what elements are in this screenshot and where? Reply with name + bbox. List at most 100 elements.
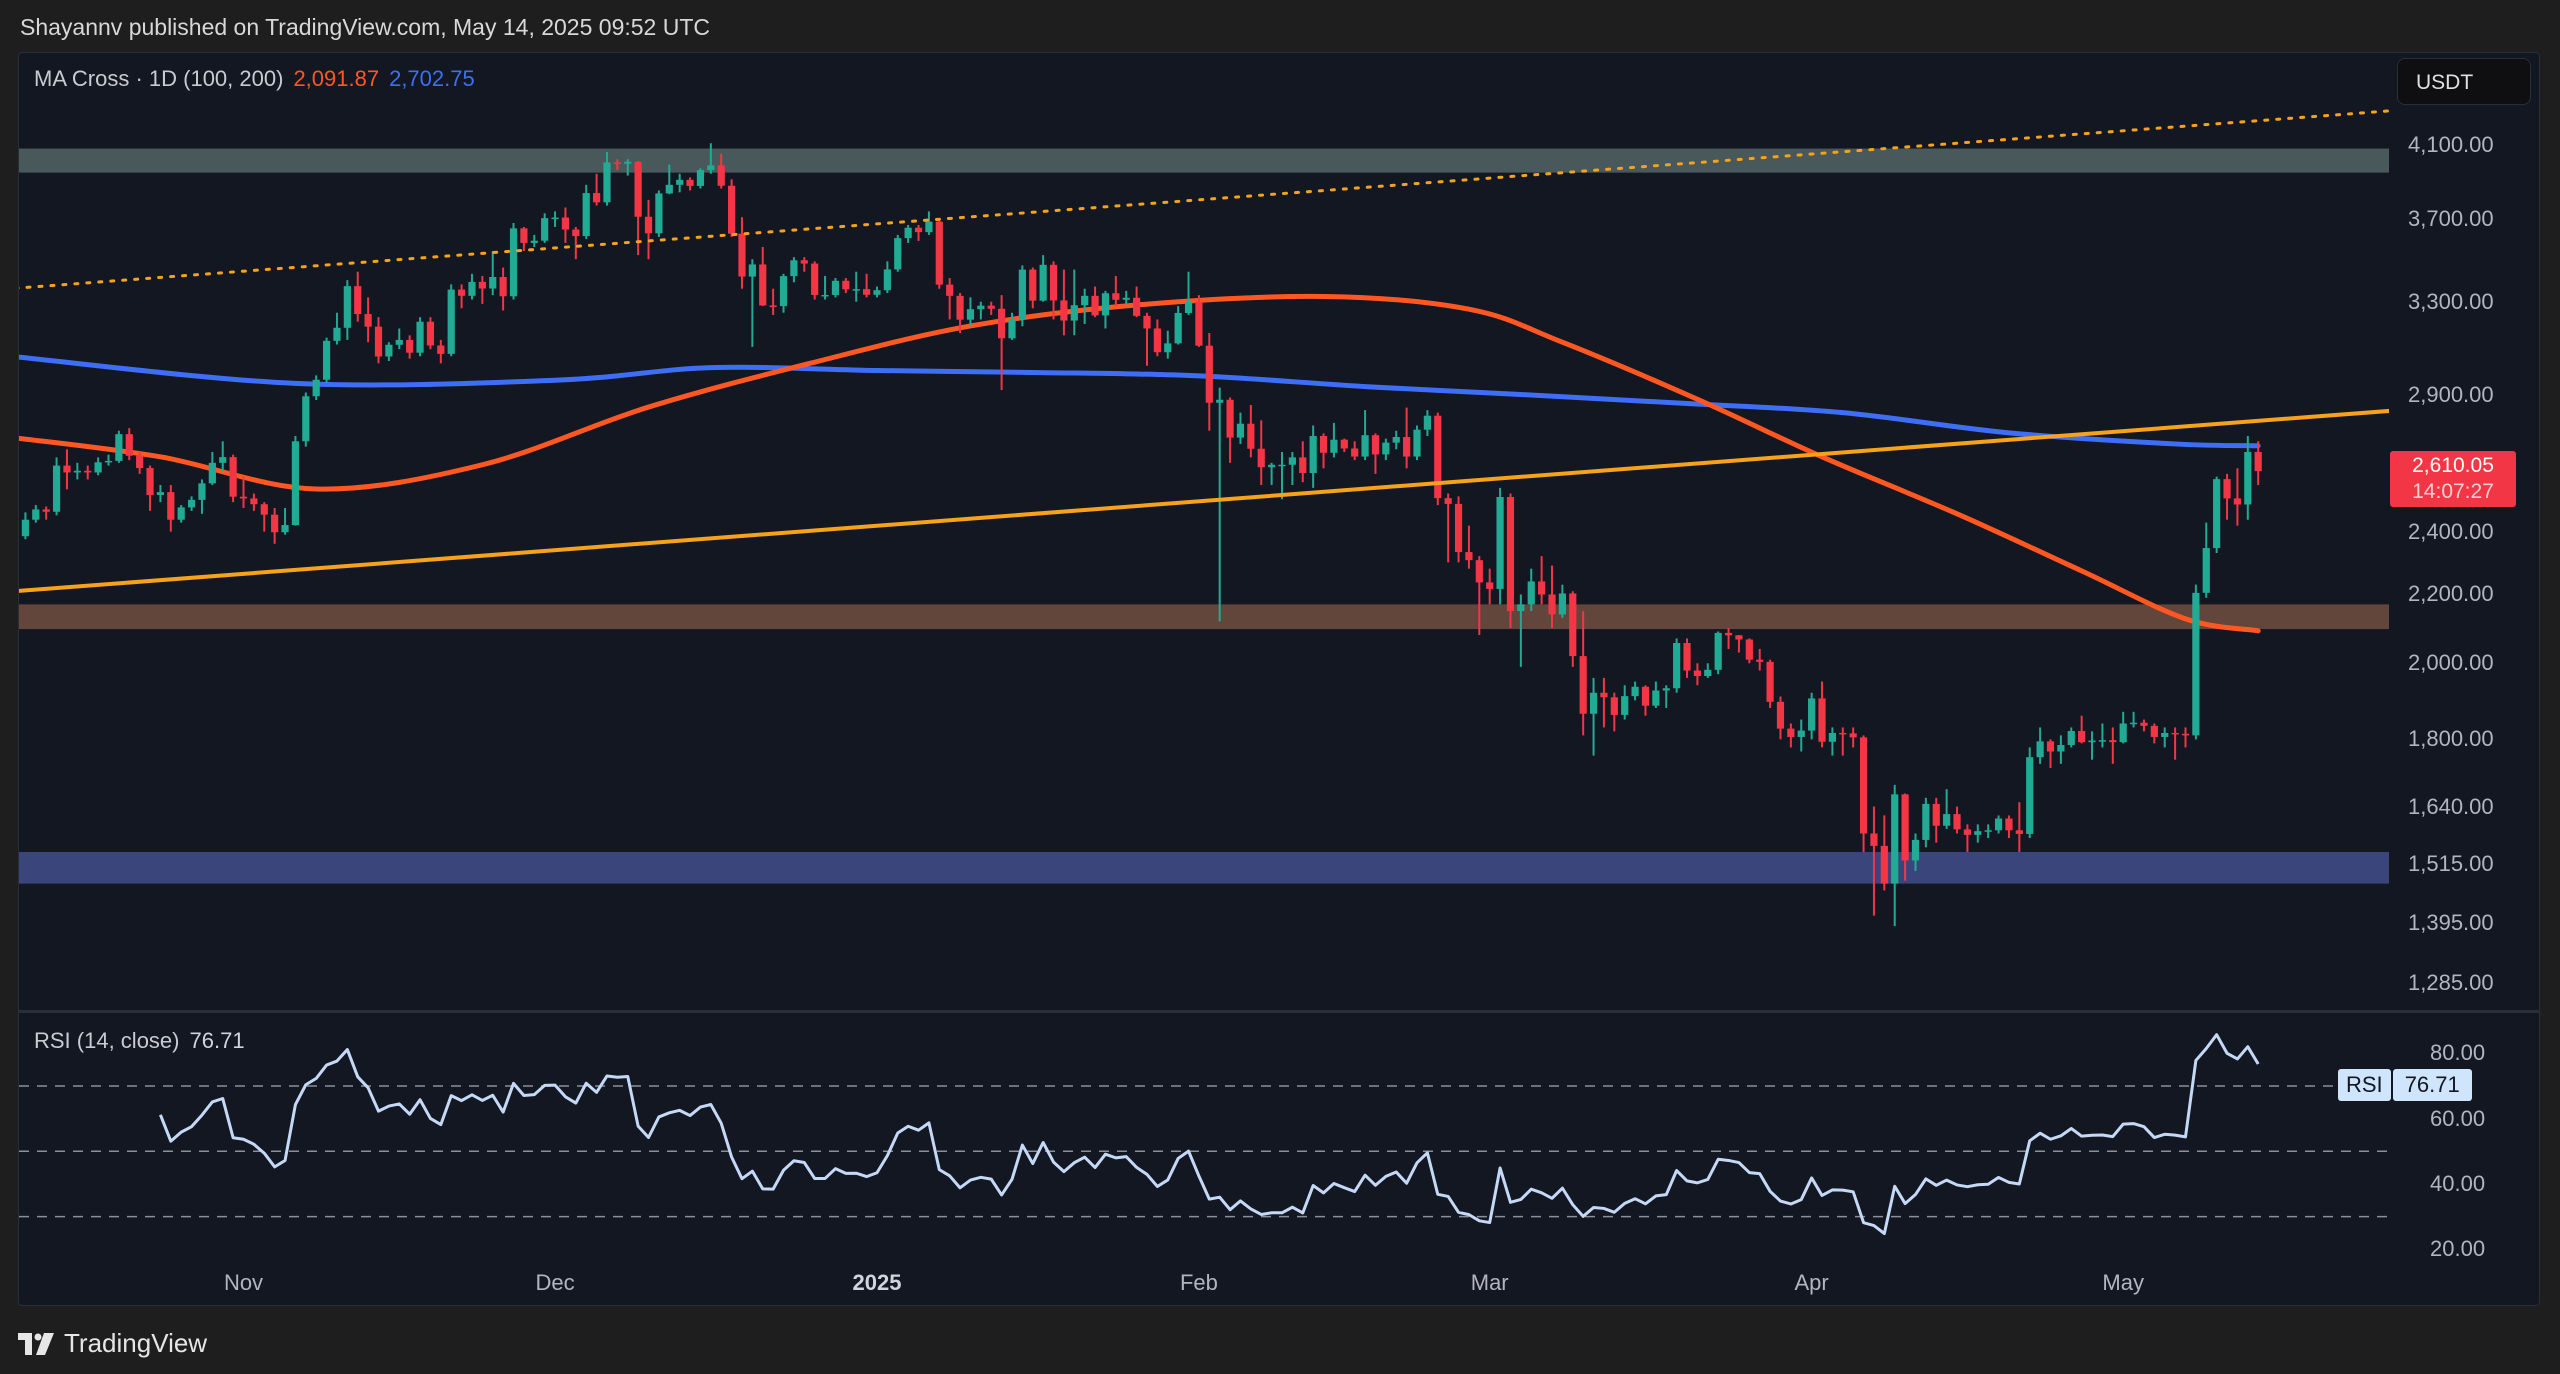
candle-body (1299, 457, 1307, 474)
candle (946, 278, 954, 320)
candle-body (1870, 833, 1878, 846)
candle (1382, 438, 1390, 461)
candle-body (1693, 670, 1701, 677)
candle (281, 507, 289, 535)
candle (437, 339, 445, 364)
candle-body (1859, 737, 1868, 834)
candle-body (343, 286, 351, 328)
candle-body (727, 185, 736, 234)
candle-body (156, 492, 165, 495)
candle (1808, 692, 1816, 740)
candle-body (437, 345, 445, 354)
candle-body (759, 264, 767, 306)
candle-body (572, 229, 580, 237)
candle-body (738, 233, 746, 277)
candle (1236, 412, 1245, 444)
candle-body (1506, 496, 1515, 612)
candle (198, 479, 206, 514)
candle (541, 213, 549, 243)
candle (603, 152, 611, 206)
candle (1070, 269, 1078, 336)
candle-body (1683, 642, 1691, 671)
candle-body (2254, 451, 2262, 472)
candle (2078, 715, 2086, 744)
candle-body (634, 161, 642, 217)
price-tick: 4,100.00 (2408, 132, 2494, 157)
candle (1143, 312, 1151, 366)
candle-body (1434, 415, 1442, 499)
candle-body (779, 276, 788, 307)
candle-body (655, 193, 663, 234)
candle (1538, 556, 1546, 605)
candle-body (1226, 399, 1234, 438)
candle (1195, 295, 1203, 347)
candle (2109, 727, 2117, 764)
rsi-line (159, 1033, 2260, 1236)
candle (1984, 824, 1992, 839)
candle-body (821, 294, 829, 297)
candle (1704, 663, 1712, 678)
time-tick: Nov (223, 1270, 264, 1295)
candle-body (1569, 593, 1577, 657)
candle-body (1911, 839, 1920, 861)
rsi-legend[interactable]: RSI (14, close) 76.71 (34, 1028, 245, 1054)
candle (1683, 638, 1691, 678)
candle-body (1340, 439, 1348, 449)
candle-body (1205, 345, 1213, 403)
indicator-legend[interactable]: MA Cross · 1D (100, 200) 2,091.87 2,702.75 (34, 66, 485, 92)
candle-body (748, 264, 756, 277)
candle-body (1216, 399, 1224, 403)
candle-body (863, 289, 871, 295)
candle-body (2140, 722, 2148, 726)
candle (1891, 784, 1899, 926)
candle (1101, 290, 1110, 329)
price-tick: 1,395.00 (2408, 910, 2494, 936)
bar-countdown: 14:07:27 (2412, 480, 2494, 504)
candle (2088, 731, 2096, 760)
candle-body (177, 507, 185, 520)
candle-body (1724, 632, 1733, 636)
candle (1745, 638, 1753, 664)
candle (208, 451, 216, 486)
candle-body (1891, 794, 1899, 884)
candle-body (603, 162, 611, 203)
candle (1932, 797, 1940, 843)
candle (2171, 727, 2179, 760)
candle-body (167, 492, 175, 520)
candle (1527, 568, 1535, 612)
candle (873, 286, 881, 298)
candle (1403, 407, 1411, 469)
candle (1652, 681, 1660, 708)
currency-button[interactable]: USDT (2397, 58, 2531, 105)
pane-divider[interactable] (18, 1010, 2540, 1013)
candle-body (1662, 688, 1670, 691)
candle-body (1901, 794, 1909, 861)
candle-body (2223, 479, 2231, 499)
time-tick: Apr (1794, 1270, 1829, 1295)
candle-body (32, 509, 40, 520)
chart-panel[interactable] (18, 52, 2540, 1306)
candle (811, 261, 819, 300)
candle-body (198, 483, 206, 500)
candle-body (1143, 315, 1151, 329)
candle (1673, 638, 1681, 693)
candle (1631, 681, 1639, 701)
candle (1039, 255, 1047, 302)
candle-body (229, 457, 237, 497)
candle (322, 337, 331, 383)
candle-body (1756, 659, 1764, 662)
candle-body (115, 434, 123, 461)
candle-body (2026, 757, 2034, 834)
time-tick: May (2102, 1270, 2144, 1295)
candle (592, 173, 601, 206)
candle-body (281, 525, 289, 533)
candle-body (2192, 592, 2200, 736)
candle-body (374, 326, 383, 357)
candle-body (644, 216, 653, 234)
candle (842, 278, 850, 294)
candle-body (1922, 803, 1930, 840)
candle-body (987, 305, 995, 309)
candle (572, 226, 580, 260)
tradingview-logo[interactable]: TradingView (18, 1328, 207, 1359)
